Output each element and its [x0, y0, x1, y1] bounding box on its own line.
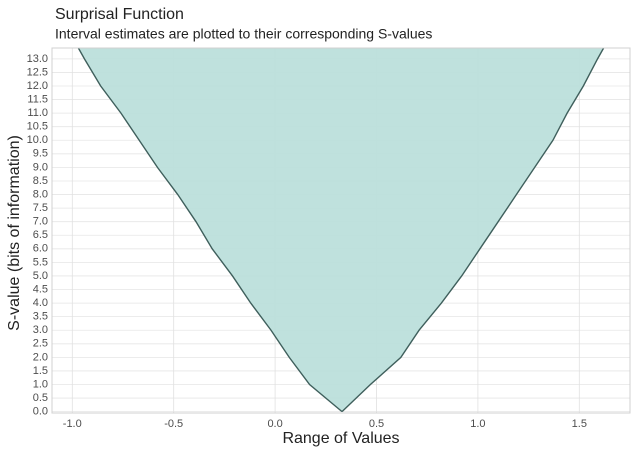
x-tick-label: -1.0	[63, 418, 82, 430]
chart-subtitle: Interval estimates are plotted to their …	[55, 26, 432, 42]
y-tick-label: 5.0	[33, 270, 48, 282]
y-tick-label: 4.0	[33, 297, 48, 309]
y-axis-label: S-value (bits of information)	[6, 135, 23, 331]
interval-area	[78, 48, 604, 412]
y-tick-label: 1.0	[33, 378, 48, 390]
y-tick-label: 1.5	[33, 365, 48, 377]
y-tick-label: 13.0	[27, 53, 48, 65]
y-tick-label: 3.5	[33, 311, 48, 323]
y-tick-label: 9.5	[33, 148, 48, 160]
chart-title: Surprisal Function	[55, 6, 184, 23]
y-tick-label: 8.0	[33, 188, 48, 200]
y-tick-label: 4.5	[33, 283, 48, 295]
y-tick-label: 6.0	[33, 243, 48, 255]
lower-line	[77, 47, 343, 413]
y-tick-label: 10.5	[27, 121, 48, 133]
upper-line	[341, 47, 605, 413]
panel-border	[51, 47, 631, 414]
x-tick-label: -0.5	[164, 418, 183, 430]
y-tick-label: 11.5	[27, 93, 48, 105]
y-tick-label: 6.5	[33, 229, 48, 241]
y-tick-label: 11.0	[27, 107, 48, 119]
y-tick-label: 2.5	[33, 338, 48, 350]
x-tick-label: 0.5	[369, 418, 384, 430]
y-tick-label: 2.0	[33, 351, 48, 363]
y-tick-label: 7.5	[33, 202, 48, 214]
y-tick-label: 8.5	[33, 175, 48, 187]
y-tick-label: 9.0	[33, 161, 48, 173]
y-tick-label: 0.0	[33, 406, 48, 418]
x-axis-label: Range of Values	[282, 430, 399, 447]
y-tick-label: 12.5	[27, 66, 48, 78]
y-tick-label: 10.0	[27, 134, 48, 146]
y-tick-label: 12.0	[27, 80, 48, 92]
y-tick-label: 0.5	[33, 392, 48, 404]
x-tick-label: 1.0	[470, 418, 485, 430]
y-tick-label: 5.5	[33, 256, 48, 268]
y-tick-label: 3.0	[33, 324, 48, 336]
y-tick-label: 7.0	[33, 216, 48, 228]
x-tick-label: 0.0	[267, 418, 282, 430]
x-tick-label: 1.5	[572, 418, 587, 430]
